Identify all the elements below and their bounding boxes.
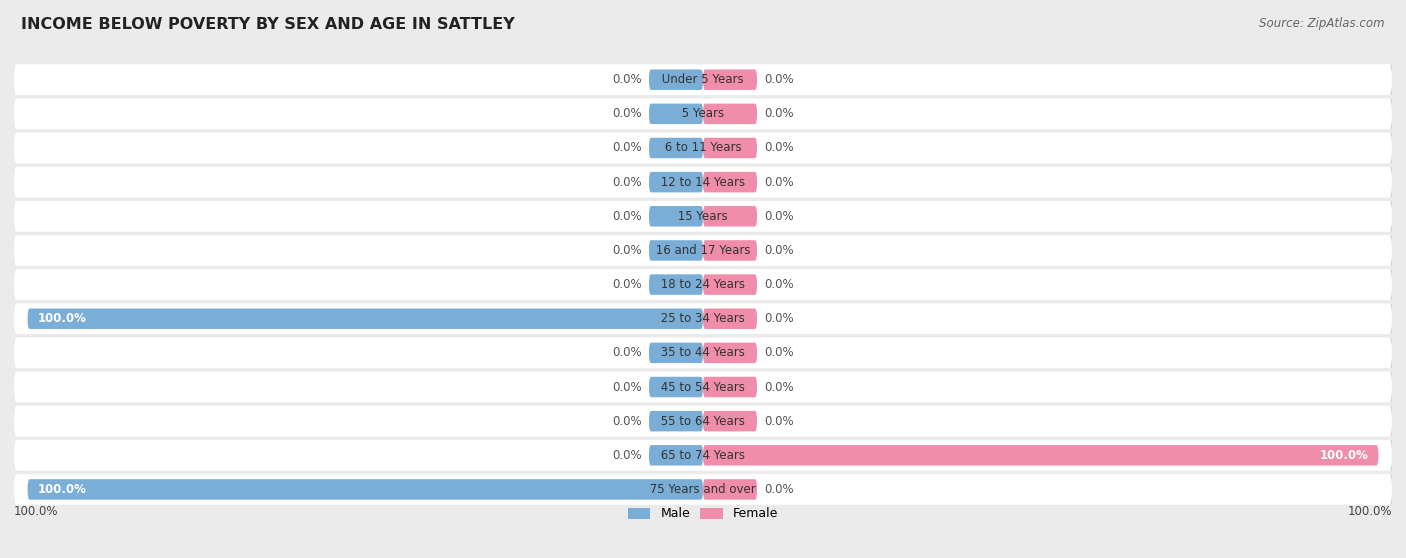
Text: 0.0%: 0.0% — [763, 347, 793, 359]
FancyBboxPatch shape — [14, 133, 1392, 163]
FancyBboxPatch shape — [14, 98, 1392, 129]
FancyBboxPatch shape — [14, 167, 1392, 198]
Text: 5 Years: 5 Years — [678, 107, 728, 121]
Text: 55 to 64 Years: 55 to 64 Years — [657, 415, 749, 427]
FancyBboxPatch shape — [703, 138, 756, 158]
FancyBboxPatch shape — [650, 172, 703, 193]
FancyBboxPatch shape — [703, 479, 756, 500]
FancyBboxPatch shape — [15, 441, 1393, 470]
FancyBboxPatch shape — [14, 406, 1392, 436]
Text: 100.0%: 100.0% — [1347, 505, 1392, 518]
Text: 0.0%: 0.0% — [763, 415, 793, 427]
FancyBboxPatch shape — [28, 479, 703, 500]
Text: 0.0%: 0.0% — [763, 244, 793, 257]
FancyBboxPatch shape — [14, 440, 1392, 471]
FancyBboxPatch shape — [14, 338, 1392, 368]
Text: 0.0%: 0.0% — [763, 142, 793, 155]
FancyBboxPatch shape — [15, 235, 1393, 265]
FancyBboxPatch shape — [703, 206, 756, 227]
Text: 0.0%: 0.0% — [613, 107, 643, 121]
FancyBboxPatch shape — [15, 406, 1393, 436]
Text: 25 to 34 Years: 25 to 34 Years — [657, 312, 749, 325]
Text: 0.0%: 0.0% — [613, 244, 643, 257]
FancyBboxPatch shape — [703, 343, 756, 363]
Text: 0.0%: 0.0% — [763, 210, 793, 223]
Text: 0.0%: 0.0% — [613, 73, 643, 86]
Text: 0.0%: 0.0% — [763, 176, 793, 189]
Text: 75 Years and over: 75 Years and over — [647, 483, 759, 496]
Text: 0.0%: 0.0% — [763, 483, 793, 496]
FancyBboxPatch shape — [650, 138, 703, 158]
Legend: Male, Female: Male, Female — [623, 502, 783, 526]
FancyBboxPatch shape — [15, 99, 1393, 128]
Text: 0.0%: 0.0% — [763, 107, 793, 121]
FancyBboxPatch shape — [650, 104, 703, 124]
Text: INCOME BELOW POVERTY BY SEX AND AGE IN SATTLEY: INCOME BELOW POVERTY BY SEX AND AGE IN S… — [21, 17, 515, 32]
Text: 0.0%: 0.0% — [613, 347, 643, 359]
FancyBboxPatch shape — [650, 377, 703, 397]
Text: 100.0%: 100.0% — [1319, 449, 1368, 462]
Text: 100.0%: 100.0% — [38, 312, 87, 325]
Text: 0.0%: 0.0% — [613, 142, 643, 155]
FancyBboxPatch shape — [650, 343, 703, 363]
FancyBboxPatch shape — [15, 270, 1393, 299]
FancyBboxPatch shape — [15, 304, 1393, 334]
FancyBboxPatch shape — [650, 275, 703, 295]
Text: 45 to 54 Years: 45 to 54 Years — [657, 381, 749, 393]
Text: 0.0%: 0.0% — [613, 210, 643, 223]
Text: 0.0%: 0.0% — [613, 449, 643, 462]
FancyBboxPatch shape — [14, 235, 1392, 266]
Text: Source: ZipAtlas.com: Source: ZipAtlas.com — [1260, 17, 1385, 30]
FancyBboxPatch shape — [650, 69, 703, 90]
Text: 0.0%: 0.0% — [763, 312, 793, 325]
FancyBboxPatch shape — [14, 269, 1392, 300]
FancyBboxPatch shape — [14, 201, 1392, 232]
Text: 65 to 74 Years: 65 to 74 Years — [657, 449, 749, 462]
FancyBboxPatch shape — [14, 64, 1392, 95]
Text: 0.0%: 0.0% — [613, 278, 643, 291]
Text: 0.0%: 0.0% — [763, 73, 793, 86]
FancyBboxPatch shape — [703, 309, 756, 329]
FancyBboxPatch shape — [650, 206, 703, 227]
FancyBboxPatch shape — [650, 445, 703, 465]
Text: 0.0%: 0.0% — [613, 381, 643, 393]
FancyBboxPatch shape — [650, 411, 703, 431]
FancyBboxPatch shape — [703, 445, 1378, 465]
FancyBboxPatch shape — [703, 275, 756, 295]
FancyBboxPatch shape — [14, 372, 1392, 402]
FancyBboxPatch shape — [15, 338, 1393, 368]
Text: 35 to 44 Years: 35 to 44 Years — [657, 347, 749, 359]
FancyBboxPatch shape — [15, 65, 1393, 94]
FancyBboxPatch shape — [15, 133, 1393, 163]
Text: 12 to 14 Years: 12 to 14 Years — [657, 176, 749, 189]
Text: 100.0%: 100.0% — [14, 505, 59, 518]
FancyBboxPatch shape — [703, 240, 756, 261]
FancyBboxPatch shape — [703, 411, 756, 431]
Text: 18 to 24 Years: 18 to 24 Years — [657, 278, 749, 291]
Text: 0.0%: 0.0% — [613, 415, 643, 427]
FancyBboxPatch shape — [703, 172, 756, 193]
Text: 0.0%: 0.0% — [613, 176, 643, 189]
Text: Under 5 Years: Under 5 Years — [658, 73, 748, 86]
Text: 100.0%: 100.0% — [38, 483, 87, 496]
FancyBboxPatch shape — [15, 167, 1393, 197]
FancyBboxPatch shape — [703, 377, 756, 397]
FancyBboxPatch shape — [14, 304, 1392, 334]
FancyBboxPatch shape — [15, 201, 1393, 231]
FancyBboxPatch shape — [15, 372, 1393, 402]
Text: 15 Years: 15 Years — [675, 210, 731, 223]
FancyBboxPatch shape — [14, 474, 1392, 505]
Text: 0.0%: 0.0% — [763, 381, 793, 393]
FancyBboxPatch shape — [650, 240, 703, 261]
Text: 0.0%: 0.0% — [763, 278, 793, 291]
Text: 6 to 11 Years: 6 to 11 Years — [661, 142, 745, 155]
Text: 16 and 17 Years: 16 and 17 Years — [652, 244, 754, 257]
FancyBboxPatch shape — [28, 309, 703, 329]
FancyBboxPatch shape — [703, 69, 756, 90]
FancyBboxPatch shape — [15, 475, 1393, 504]
FancyBboxPatch shape — [703, 104, 756, 124]
